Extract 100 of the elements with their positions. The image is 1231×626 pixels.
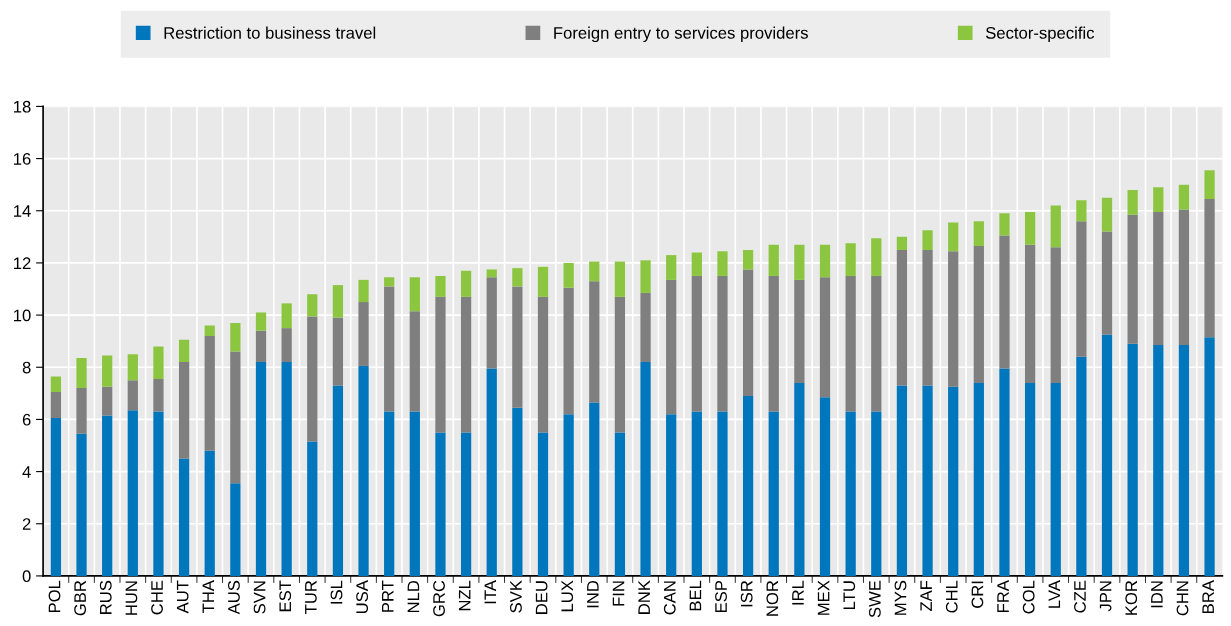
x-tick-label: USA	[356, 580, 369, 614]
bar	[819, 244, 831, 278]
bar	[153, 411, 164, 576]
bar	[460, 432, 472, 576]
x-tick-label: IDN	[1151, 581, 1163, 608]
bar	[614, 296, 626, 433]
y-tick-label: 14	[14, 205, 31, 217]
x-tick-label: ISL	[330, 580, 343, 604]
bar	[896, 249, 908, 386]
bar	[691, 411, 702, 576]
bar	[230, 483, 241, 576]
y-tick-label: 0	[22, 570, 31, 583]
x-tick-label: ITA	[484, 580, 497, 604]
bar	[1076, 221, 1087, 357]
x-tick-label: CHN	[1176, 581, 1189, 616]
bar	[1178, 345, 1190, 576]
y-tick-label: 2	[22, 518, 31, 530]
bar	[127, 354, 138, 381]
bar	[102, 415, 113, 576]
x-tick-label: EST	[279, 580, 292, 612]
x-tick-label: HUN	[125, 581, 138, 615]
bar	[281, 328, 292, 363]
bar	[384, 411, 395, 576]
bar	[1076, 356, 1087, 576]
bar	[460, 296, 472, 433]
bar	[153, 346, 164, 379]
bar	[845, 411, 856, 576]
x-tick-label: KOR	[1125, 580, 1138, 615]
bar	[1127, 189, 1138, 215]
x-tick-label: NZL	[458, 580, 471, 611]
bar	[1024, 212, 1036, 245]
bar	[845, 243, 856, 276]
bar	[948, 222, 959, 252]
bar	[537, 266, 549, 297]
bar	[409, 411, 420, 576]
bar	[794, 244, 805, 280]
bar	[640, 362, 651, 576]
bar	[435, 296, 446, 433]
bar	[896, 236, 908, 250]
y-tick-label: 4	[22, 466, 31, 478]
bar	[794, 279, 805, 383]
bar	[871, 238, 882, 276]
x-tick-label: TUR	[305, 580, 317, 614]
bar	[512, 268, 523, 287]
bar	[1024, 382, 1036, 576]
bar	[871, 411, 882, 576]
bar	[332, 285, 344, 318]
bar	[127, 410, 138, 576]
bar	[589, 402, 600, 576]
bar	[50, 392, 62, 419]
bar	[563, 287, 574, 415]
bar	[178, 458, 190, 576]
bar	[76, 358, 87, 389]
bar	[537, 432, 549, 576]
x-tick-label: CAN	[663, 581, 676, 615]
y-tick-label: 10	[14, 309, 31, 322]
x-tick-label: CHL	[945, 580, 958, 613]
bar	[640, 260, 651, 293]
bar	[512, 407, 523, 576]
x-tick-label: SVN	[253, 581, 266, 614]
bar	[948, 251, 959, 387]
x-tick-label: THA	[202, 580, 215, 614]
bar	[1153, 345, 1164, 576]
bar	[230, 322, 241, 352]
bar	[178, 362, 190, 459]
bar	[384, 277, 395, 287]
bar	[768, 275, 779, 412]
bar	[435, 275, 446, 297]
bar	[1127, 343, 1138, 576]
x-tick-label: PRT	[382, 580, 394, 612]
y-tick-label: 6	[22, 413, 31, 426]
bar	[666, 279, 677, 415]
x-tick-label: MYS	[894, 580, 907, 615]
bar	[1204, 337, 1215, 576]
bar	[999, 368, 1010, 576]
x-tick-label: ISR	[740, 580, 753, 607]
bar	[1204, 170, 1215, 200]
x-tick-label: ZAF	[920, 580, 932, 612]
bar	[589, 281, 600, 403]
bar	[973, 382, 984, 576]
x-tick-label: CHE	[151, 580, 163, 615]
x-tick-label: LTU	[843, 581, 856, 609]
bar	[896, 385, 908, 576]
bar	[460, 270, 472, 297]
bar	[973, 245, 984, 383]
bar	[486, 269, 497, 278]
bar	[486, 277, 497, 369]
bar	[666, 255, 677, 280]
bar	[255, 330, 267, 363]
bar	[973, 221, 984, 246]
bar	[50, 418, 62, 576]
bar	[409, 277, 420, 312]
bar	[204, 450, 215, 576]
bar	[794, 382, 805, 576]
x-tick-label: RUS	[99, 580, 112, 614]
y-tick-label: 8	[22, 361, 31, 374]
bar	[922, 385, 933, 576]
bar	[640, 292, 651, 363]
bar	[332, 317, 344, 386]
bar	[512, 286, 523, 408]
